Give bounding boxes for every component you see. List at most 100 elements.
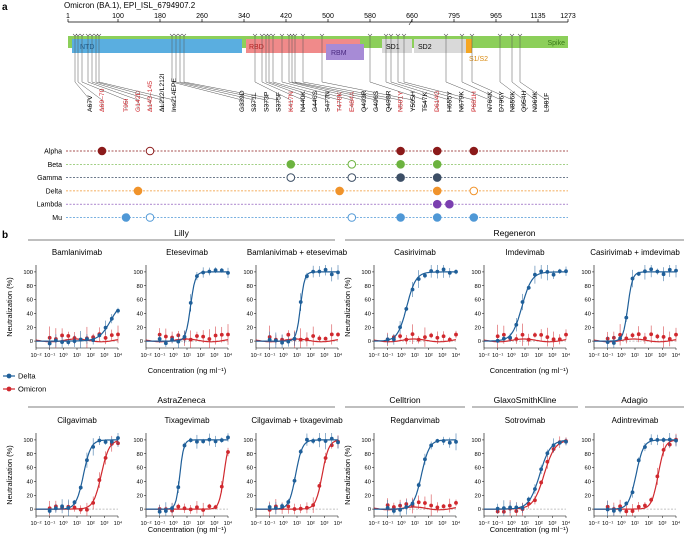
mutation-label: Y505H — [410, 91, 417, 112]
domain-s1s2 — [466, 39, 472, 53]
data-point-delta — [661, 272, 666, 277]
chart-title: Adintrevimab — [612, 416, 659, 425]
data-point-delta — [674, 438, 678, 443]
variant-mutation-dot — [445, 199, 454, 209]
data-point-omicron — [305, 337, 309, 342]
data-point-delta — [91, 338, 96, 342]
mutation-marker-icon — [300, 33, 306, 37]
data-point-delta — [267, 337, 272, 342]
data-point-omicron — [423, 335, 427, 340]
chart-0: Bamlanivimab 0 20 40 60 80 100 10⁻² 10⁻¹ 10⁰ 10¹ 10… — [23, 248, 123, 359]
data-point-delta — [391, 509, 396, 513]
data-point-delta — [385, 337, 390, 342]
y-tick-label: 0 — [250, 339, 253, 345]
data-point-omicron — [520, 332, 525, 337]
x-tick-label: 10¹ — [73, 521, 81, 527]
chart-title: Bamlanivimab + etesevimab — [247, 248, 348, 257]
mutation-connector — [272, 74, 340, 110]
data-point-delta — [103, 440, 108, 444]
data-point-omicron — [454, 332, 458, 337]
data-point-delta — [661, 438, 666, 442]
data-point-delta — [103, 325, 108, 330]
y-tick-label: 60 — [475, 298, 481, 304]
x-axis-title: Concentration (ng ml⁻¹) — [148, 525, 227, 534]
data-point-delta — [435, 438, 440, 443]
data-point-delta — [116, 436, 120, 440]
data-point-omicron — [176, 504, 181, 509]
mutation-label: T95I — [123, 98, 130, 112]
x-tick-label: 10⁰ — [397, 520, 406, 527]
mutation-connector — [268, 74, 328, 110]
y-tick-label: 100 — [581, 438, 591, 444]
data-point-delta — [655, 269, 660, 274]
data-point-delta — [643, 269, 647, 274]
mutation-connector — [254, 74, 292, 110]
mutation-label: ΔL212/L212I — [159, 73, 166, 112]
x-tick-label: 10³ — [438, 353, 446, 359]
y-tick-label: 20 — [27, 493, 33, 499]
mutation-marker-icon — [509, 33, 515, 37]
data-point-delta — [447, 270, 452, 275]
x-tick-label: 10⁻² — [368, 353, 379, 359]
data-point-delta — [317, 269, 322, 274]
x-tick-label: 10³ — [320, 521, 328, 527]
data-point-delta — [280, 340, 284, 345]
data-point-delta — [423, 273, 427, 278]
data-point-delta — [429, 443, 434, 448]
ruler-tick-label: 1135 — [530, 13, 545, 20]
data-point-omicron — [429, 503, 434, 508]
x-tick-label: 10⁻² — [588, 353, 599, 359]
chart-10: Sotrovimab 0 20 40 60 80 100 10⁻² 10⁻¹ 10⁰ 10¹ 10² 1… — [471, 416, 571, 527]
data-point-omicron — [495, 334, 500, 339]
x-tick-label: 10⁰ — [59, 520, 68, 527]
data-point-delta — [429, 269, 434, 273]
data-point-delta — [329, 436, 334, 441]
data-point-delta — [109, 439, 114, 444]
variant-name: Mu — [52, 215, 62, 222]
spike-domain-map: Spike NTD RBD RBM SD1 SD2 S1/S2 — [68, 36, 568, 63]
chart-2: Bamlanivimab + etesevimab 0 20 40 60 80 100 10⁻… — [243, 248, 347, 359]
variant-mutation-dot — [432, 213, 442, 222]
mutation-connector — [461, 74, 502, 110]
data-point-delta — [501, 336, 506, 341]
y-tick-label: 80 — [475, 284, 481, 290]
mutation-label: L981F — [544, 93, 551, 112]
data-point-omicron — [624, 336, 629, 341]
data-point-delta — [311, 439, 316, 443]
y-tick-label: 60 — [27, 298, 33, 304]
x-tick-label: 10⁻² — [478, 521, 489, 527]
domain-label: RBD — [249, 44, 264, 51]
data-point-delta — [207, 437, 212, 442]
data-point-delta — [526, 285, 531, 290]
y-axis-title: Neutralization (%) — [343, 445, 352, 505]
mutation-connector — [291, 74, 377, 110]
mutation-connector — [294, 74, 389, 110]
ruler-tick-label: 100 — [112, 13, 124, 20]
data-point-omicron — [636, 504, 641, 509]
data-point-delta — [170, 337, 174, 342]
data-point-omicron — [404, 337, 409, 342]
variant-mutation-dot — [97, 146, 107, 156]
y-tick-label: 80 — [137, 284, 143, 290]
data-point-omicron — [416, 500, 421, 505]
chart-8: Cilgavimab + tixagevimab 0 20 40 60 80 100 10⁻²… — [243, 416, 343, 527]
y-tick-label: 40 — [247, 479, 253, 485]
domain-label: RBM — [331, 50, 347, 57]
x-tick-label: 10⁴ — [452, 352, 461, 359]
mutation-label: T478K — [337, 92, 344, 112]
mutation-marker-icon — [367, 33, 373, 37]
mutation-label: K417N — [288, 91, 295, 112]
mutation-label: Ins214EPE — [171, 78, 178, 112]
data-point-delta — [501, 506, 506, 511]
mutation-connector — [261, 74, 304, 110]
y-tick-label: 100 — [361, 438, 371, 444]
data-point-delta — [447, 440, 452, 445]
data-point-omicron — [630, 333, 635, 338]
x-tick-label: 10¹ — [293, 353, 301, 359]
ruler-tick-label: 965 — [490, 13, 502, 20]
data-point-delta — [514, 505, 519, 510]
data-point-delta — [636, 458, 641, 463]
x-tick-label: 10² — [535, 353, 543, 359]
data-point-delta — [526, 497, 531, 502]
data-point-delta — [298, 300, 303, 304]
